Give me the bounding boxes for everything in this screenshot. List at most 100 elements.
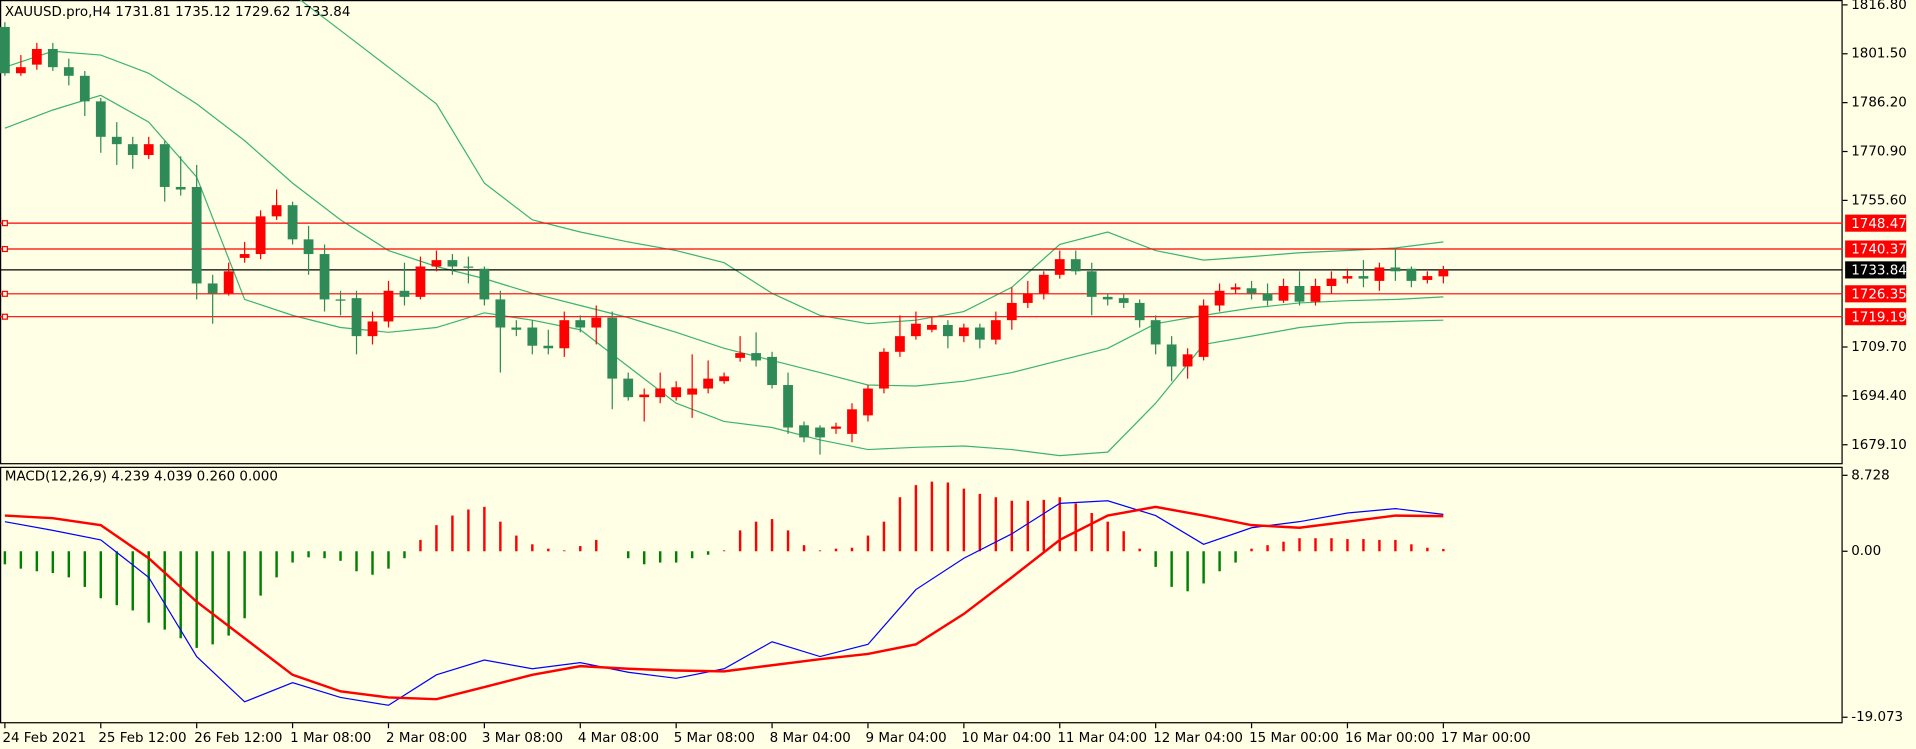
level-label-box	[1845, 285, 1907, 303]
level-label-box	[1845, 308, 1907, 326]
candle-body	[527, 327, 538, 346]
level-marker	[1, 220, 8, 227]
x-tick-label: 16 Mar 00:00	[1345, 731, 1435, 746]
candle-body	[1310, 285, 1321, 302]
x-tick-label: 17 Mar 00:00	[1441, 731, 1531, 746]
macd-title: MACD(12,26,9) 4.239 4.039 0.260 0.000	[5, 470, 278, 485]
candle-body	[767, 356, 777, 386]
y-tick-label: 1709.70	[1851, 340, 1907, 355]
candle-body	[415, 266, 426, 297]
candle-body	[1422, 276, 1433, 280]
x-tick-label: 5 Mar 08:00	[674, 731, 755, 746]
candle-body	[1326, 278, 1337, 286]
level-label-box	[1845, 214, 1907, 232]
candle-body	[63, 67, 74, 76]
candle-body	[1054, 259, 1065, 275]
candle-body	[1198, 305, 1209, 357]
candle-body	[447, 260, 458, 267]
candle-body	[1166, 344, 1177, 367]
y-tick-label: 1786.20	[1851, 96, 1907, 111]
candle-body	[1214, 290, 1225, 306]
candle-body	[303, 239, 314, 255]
x-tick-label: 11 Mar 04:00	[1057, 731, 1147, 746]
candle-body	[1406, 268, 1417, 281]
candle-body	[335, 299, 346, 301]
level-label: 1719.19	[1851, 310, 1907, 325]
main-plot	[0, 0, 1843, 457]
y-tick-label: 1679.10	[1851, 438, 1907, 453]
candle-body	[671, 387, 682, 398]
macd-plot	[3, 481, 1445, 706]
candle-body	[207, 283, 218, 294]
candle-body	[863, 388, 873, 416]
candle-body	[1086, 271, 1097, 297]
level-label-box	[1845, 240, 1907, 258]
candle-body	[1006, 302, 1017, 321]
candle-body	[1070, 259, 1081, 272]
level-marker	[1, 290, 8, 297]
candle-body	[319, 254, 330, 300]
candle-body	[399, 290, 410, 297]
candle-body	[1102, 296, 1113, 300]
y-tick-label: 8.728	[1851, 468, 1889, 483]
candle-body	[47, 48, 58, 68]
candle-body	[783, 385, 793, 428]
macd-panel	[0, 466, 1843, 724]
x-tick-label: 9 Mar 04:00	[866, 731, 947, 746]
x-tick-label: 25 Feb 12:00	[98, 731, 186, 746]
candle-body	[95, 101, 106, 137]
x-tick-label: 1 Mar 08:00	[290, 731, 371, 746]
level-label: 1748.47	[1851, 217, 1907, 232]
x-tick-label: 3 Mar 08:00	[482, 731, 563, 746]
candle-body	[239, 254, 250, 258]
candle-body	[639, 394, 650, 398]
candle-body	[271, 205, 282, 217]
y-tick-label: 0.00	[1851, 544, 1881, 559]
candle-body	[1230, 287, 1241, 290]
candle-body	[1278, 285, 1289, 301]
candle-body	[111, 136, 122, 145]
candle-body	[1022, 293, 1033, 303]
y-tick-label: 1694.40	[1851, 389, 1907, 404]
candle-body	[958, 327, 969, 337]
candle-body	[479, 268, 490, 300]
x-tick-label: 2 Mar 08:00	[386, 731, 467, 746]
y-tick-label: 1816.80	[1851, 0, 1907, 13]
candle-body	[1038, 274, 1049, 294]
level-marker	[1, 313, 8, 320]
candle-body	[495, 299, 506, 328]
candle-body	[895, 336, 905, 352]
candle-body	[559, 320, 570, 349]
candle-body	[911, 323, 921, 337]
candle-body	[847, 409, 857, 434]
candle-body	[463, 266, 474, 268]
candle-body	[223, 271, 234, 294]
chart-title: XAUUSD.pro,H4 1731.81 1735.12 1729.62 17…	[5, 5, 350, 20]
candle-body	[751, 353, 761, 361]
candle-body	[351, 298, 362, 337]
candle-body	[831, 426, 841, 429]
candle-body	[879, 351, 889, 389]
candle-body	[735, 353, 745, 358]
x-tick-label: 10 Mar 04:00	[961, 731, 1051, 746]
candle-body	[1390, 267, 1401, 272]
candle-body	[1438, 269, 1449, 277]
candle-body	[655, 388, 666, 398]
candle-body	[175, 186, 186, 190]
candle-body	[687, 388, 698, 395]
candle-body	[1246, 288, 1257, 294]
x-tick-label: 15 Mar 00:00	[1249, 731, 1339, 746]
y-tick-label: -19.073	[1851, 710, 1903, 725]
candle-body	[815, 427, 825, 438]
level-label: 1740.37	[1851, 243, 1907, 258]
candle-body	[383, 290, 394, 322]
level-label-box	[1845, 261, 1907, 279]
candle-body	[0, 26, 10, 74]
candle-body	[719, 376, 730, 382]
level-label: 1733.84	[1851, 264, 1907, 279]
candle-body	[1118, 298, 1129, 303]
macd-line	[4, 505, 1444, 701]
